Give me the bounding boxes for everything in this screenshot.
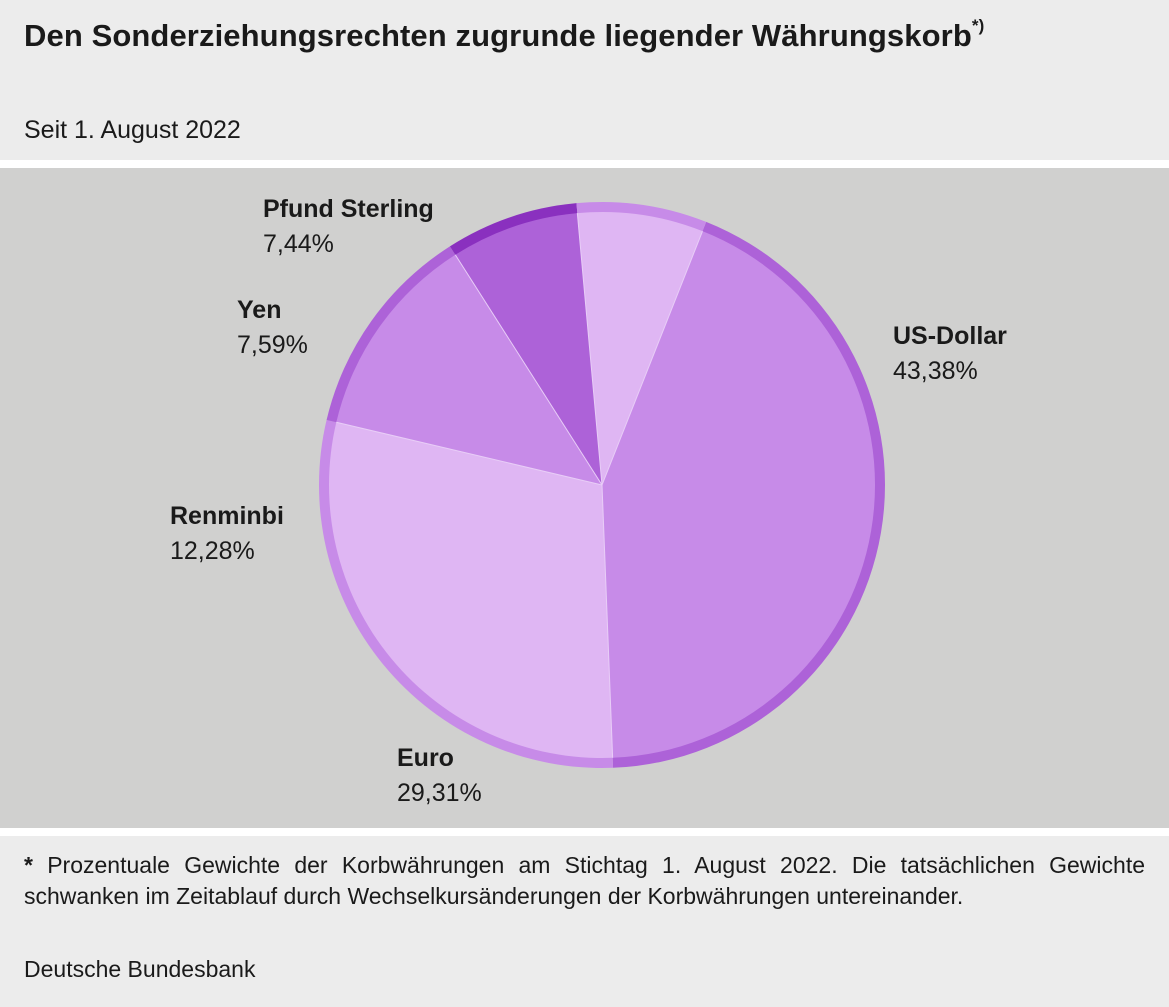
pie-slice-pfund-sterling	[577, 212, 703, 485]
pie-slice-us-dollar	[602, 231, 875, 758]
footnote: * Prozentuale Gewichte der Korbwährungen…	[24, 850, 1145, 912]
slice-separator	[576, 213, 603, 486]
slice-label-yen: Yen	[237, 296, 281, 324]
slice-value-euro: 29,31%	[397, 779, 482, 807]
pie-slice-euro	[328, 422, 613, 759]
title-text: Den Sonderziehungsrechten zugrunde liege…	[24, 18, 972, 53]
pie-chart: US-Dollar 43,38% Euro 29,31% Renminbi 12,28% Y…	[170, 195, 1007, 807]
slice-label-us-dollar: US-Dollar	[893, 322, 1007, 350]
slice-label-renminbi: Renminbi	[170, 502, 284, 530]
title-footnote-marker: *)	[971, 15, 985, 35]
chart-footer: * Prozentuale Gewichte der Korbwährungen…	[0, 836, 1169, 1007]
footnote-text: Prozentuale Gewichte der Korbwährungen a…	[24, 852, 1146, 909]
pie-slice-yen	[455, 213, 602, 485]
footnote-marker: *	[24, 852, 33, 878]
slice-value-yen: 7,59%	[237, 331, 308, 359]
source-credit: Deutsche Bundesbank	[24, 956, 256, 982]
divider-bottom	[0, 828, 1169, 836]
divider-top	[0, 160, 1169, 168]
slice-label-pfund-sterling: Pfund Sterling	[263, 195, 434, 223]
chart-header: Den Sonderziehungsrechten zugrunde liege…	[0, 0, 1169, 160]
slice-separator	[454, 254, 603, 486]
slice-separator	[601, 484, 614, 758]
chart-title: Den Sonderziehungsrechten zugrunde liege…	[24, 15, 985, 54]
slice-separator	[601, 230, 703, 486]
chart-area: US-Dollar 43,38% Euro 29,31% Renminbi 12,28% Y…	[0, 168, 1169, 828]
slice-value-pfund-sterling: 7,44%	[263, 230, 334, 258]
chart-subtitle: Seit 1. August 2022	[24, 116, 241, 144]
slice-separator	[336, 421, 603, 486]
pie-slice-renminbi	[336, 254, 602, 485]
slice-value-renminbi: 12,28%	[170, 537, 255, 565]
slice-value-us-dollar: 43,38%	[893, 357, 978, 385]
slice-label-euro: Euro	[397, 744, 454, 772]
